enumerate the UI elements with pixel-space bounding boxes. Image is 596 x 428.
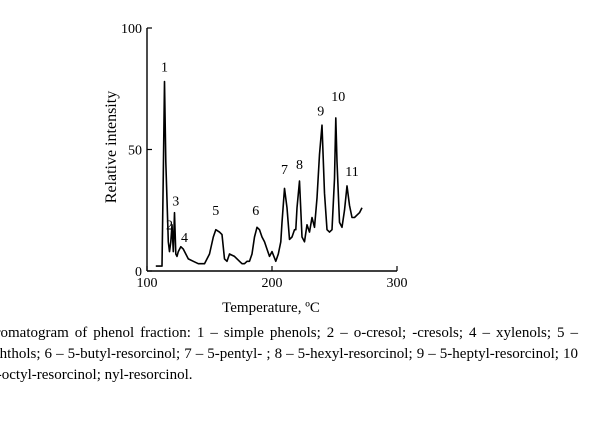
y-axis-label: Relative intensity [103,91,120,203]
peak-label: 1 [161,61,168,76]
series-line [155,80,363,267]
y-tick-label: 50 [128,144,142,159]
peak-label: 4 [181,231,188,246]
x-axis-label: Temperature, ºC [222,300,320,316]
peak-label: 6 [252,204,259,219]
peak-label: 11 [345,165,358,180]
peak-label: 3 [172,194,179,209]
peak-label: 9 [317,104,324,119]
peak-label: 8 [296,158,303,173]
figure-caption: Chromatogram of phenol fraction: 1 – sim… [0,325,578,383]
y-tick-label: 0 [135,265,142,280]
x-tick-label: 200 [262,276,283,291]
peak-label: 2 [166,219,173,234]
peak-label: 5 [212,204,219,219]
x-tick-label: 300 [387,276,408,291]
y-tick-label: 100 [121,22,142,37]
data-marks: 1 2 3 4 5 6 7 8 9 10 11 [155,61,363,267]
x-tick-label: 100 [137,276,158,291]
peak-label: 7 [281,163,288,178]
peak-label: 10 [331,90,345,105]
axes: 100 200 300 0 50 100 [121,22,408,291]
